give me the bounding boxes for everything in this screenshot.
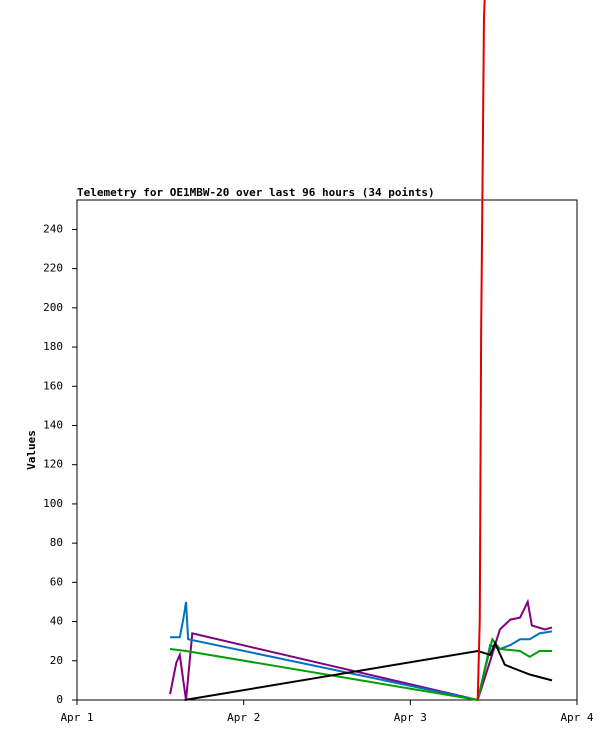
series-line <box>476 0 486 701</box>
y-tick-label: 140 <box>43 418 63 431</box>
chart-title: Telemetry for OE1MBW-20 over last 96 hou… <box>77 186 435 199</box>
y-tick-label: 20 <box>50 654 63 667</box>
y-tick-label: 240 <box>43 222 63 235</box>
y-tick-label: 100 <box>43 497 63 510</box>
series-line <box>184 640 553 701</box>
series-line <box>169 636 552 702</box>
y-tick-label: 220 <box>43 262 63 275</box>
x-tick-label: Apr 2 <box>227 711 260 724</box>
series-line <box>170 601 553 702</box>
plot-frame <box>76 199 578 701</box>
y-tick-label: 80 <box>50 536 63 549</box>
x-tick-label: Apr 1 <box>60 711 93 724</box>
y-tick-label: 160 <box>43 379 63 392</box>
y-axis-label: Values <box>25 430 38 470</box>
y-tick-label: 180 <box>43 340 63 353</box>
series-line <box>169 598 553 702</box>
y-tick-label: 40 <box>50 615 63 628</box>
y-tick-label: 0 <box>56 693 63 706</box>
y-tick-label: 60 <box>50 575 63 588</box>
x-tick-label: Apr 3 <box>394 711 427 724</box>
y-tick-label: 200 <box>43 301 63 314</box>
x-tick-label: Apr 4 <box>560 711 593 724</box>
y-tick-label: 120 <box>43 458 63 471</box>
